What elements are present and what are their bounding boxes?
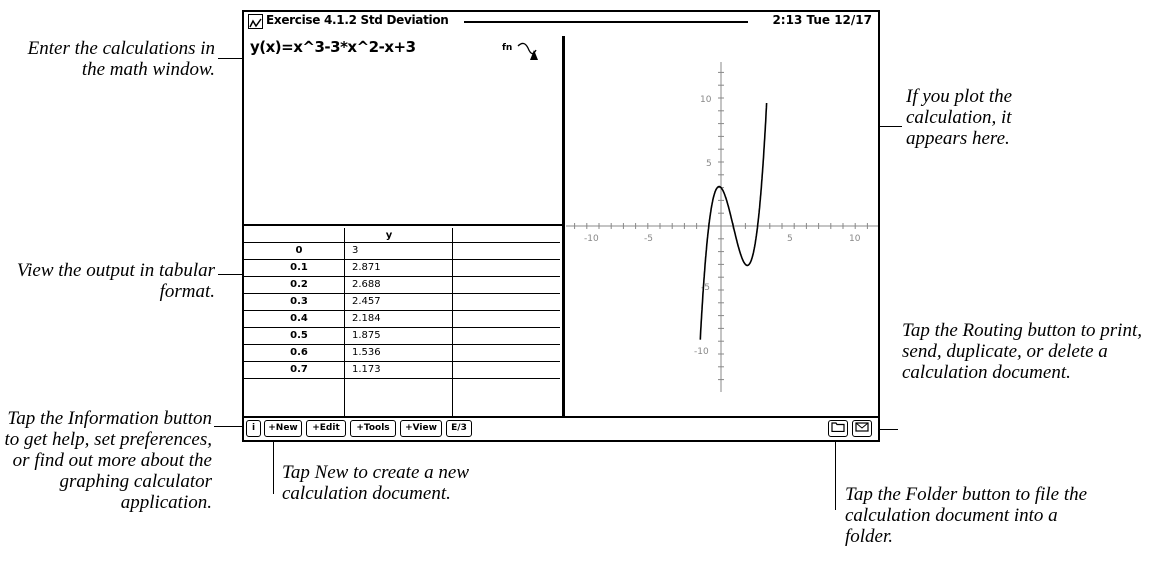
callout-folder: Tap the Folder button to file the calcul… [845,484,1088,547]
svg-text:fn: fn [502,43,512,53]
y-tick-label: 5 [706,159,712,169]
folder-icon [831,422,845,435]
callout-line-new [273,430,274,494]
y-tick-label: -5 [701,283,710,293]
table-header: y [244,228,560,243]
function-curve [699,102,768,340]
math-expression[interactable]: y(x)=x^3-3*x^2-x+3 [250,38,416,56]
callout-line-info [214,426,248,427]
title-rule [464,21,748,23]
y-tick-label: 10 [700,95,712,105]
callout-math: Enter the calculations in the math windo… [27,38,215,80]
new-button[interactable]: +New [264,420,302,437]
table-row[interactable]: 0.6 1.536 [244,345,560,362]
callout-new: Tap New to create a new calculation docu… [282,462,470,504]
table-row[interactable]: 0.7 1.173 [244,362,560,379]
calculator-screen: Exercise 4.1.2 Std Deviation 2:13 Tue 12… [242,10,880,442]
table-row[interactable]: 0.1 2.871 [244,260,560,277]
callout-line-routing [872,429,898,430]
table-row[interactable]: 0.2 2.688 [244,277,560,294]
callout-line-table [218,274,244,275]
clock: 2:13 Tue 12/17 [768,13,872,27]
pane-divider-vertical[interactable] [562,36,565,416]
routing-envelope-icon [855,422,869,435]
callout-routing: Tap the Routing button to print, send, d… [902,320,1142,383]
toolbar: i +New +Edit +Tools +View E/3 [244,416,878,440]
table-column-separator [344,228,345,418]
x-tick-label: 10 [849,234,861,244]
callout-line-folder [835,430,836,510]
callout-plot: If you plot the calculation, it appears … [906,86,1013,149]
table-row[interactable]: 0.3 2.457 [244,294,560,311]
edit-button[interactable]: +Edit [306,420,346,437]
page-button[interactable]: E/3 [446,420,472,437]
view-button[interactable]: +View [400,420,442,437]
table-row[interactable]: 0.5 1.875 [244,328,560,345]
folder-button[interactable] [828,420,848,437]
x-tick-label: 5 [787,234,793,244]
title-bar: Exercise 4.1.2 Std Deviation 2:13 Tue 12… [244,12,878,32]
pane-divider-horizontal[interactable] [244,224,562,226]
tools-button[interactable]: +Tools [350,420,396,437]
table-column-separator [452,228,453,418]
x-tick-label: -5 [644,234,653,244]
x-tick-label: -10 [584,234,599,244]
graph-area[interactable]: -10 -5 5 10 10 5 -5 -10 [566,36,878,418]
window-title: Exercise 4.1.2 Std Deviation [266,13,453,27]
callout-line-math [218,58,244,59]
table-row[interactable]: 0.4 2.184 [244,311,560,328]
app-icon[interactable] [248,14,263,29]
info-button[interactable]: i [246,420,261,437]
y-tick-label: -10 [694,347,709,357]
callout-table: View the output in tabular format. [16,260,215,302]
callout-info: Tap the Information button to get help, … [4,408,212,513]
routing-button[interactable] [852,420,872,437]
graph-func-icon[interactable]: fn [502,40,542,71]
